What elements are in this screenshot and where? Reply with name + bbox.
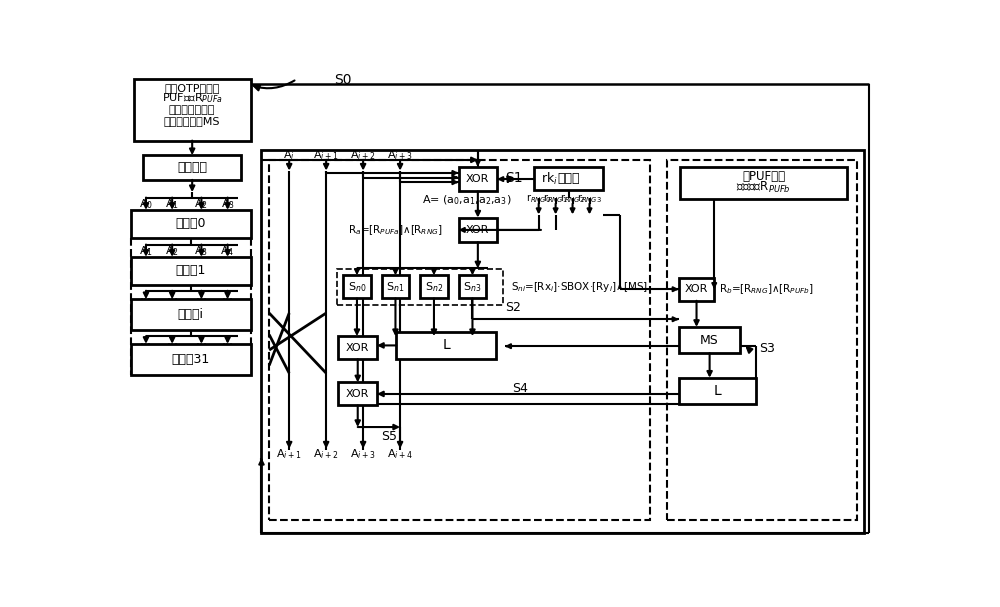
Bar (338, 336, 377, 359)
Text: 产生响应R$_{PUFb}$: 产生响应R$_{PUFb}$ (736, 180, 791, 195)
Bar (343, 276, 371, 299)
Text: rk$_i$: rk$_i$ (541, 171, 558, 187)
Text: ...: ... (166, 334, 178, 347)
Text: A$_2$: A$_2$ (165, 244, 179, 257)
Bar (131, 344, 251, 375)
Bar (459, 167, 497, 191)
Bar (679, 277, 714, 300)
Text: A$_0$: A$_0$ (139, 197, 153, 211)
Text: XOR: XOR (346, 343, 369, 353)
Text: 轮变换31: 轮变换31 (172, 353, 210, 366)
Text: A= (a$_0$,a$_1$,a$_2$,a$_3$): A= (a$_0$,a$_1$,a$_2$,a$_3$) (422, 194, 511, 208)
Text: A$_i$: A$_i$ (283, 148, 295, 162)
Text: R$_a$=[R$_{PUFa}$]$\wedge$[R$_{RNG}$]: R$_a$=[R$_{PUFa}$]$\wedge$[R$_{RNG}$] (348, 223, 443, 237)
Bar (679, 378, 756, 404)
Bar (337, 269, 503, 305)
Text: A$_4$: A$_4$ (220, 244, 235, 257)
Bar (679, 327, 740, 353)
Text: r$_{RNG0}$: r$_{RNG0}$ (526, 192, 551, 205)
Text: S1: S1 (505, 171, 523, 185)
Text: S$_{n1}$: S$_{n1}$ (386, 280, 405, 294)
Text: ...: ... (140, 334, 152, 347)
Text: A$_3$: A$_3$ (194, 244, 208, 257)
Text: r$_{RNG3}$: r$_{RNG3}$ (577, 192, 602, 205)
Bar (459, 217, 497, 242)
Text: 轮变换1: 轮变换1 (175, 264, 206, 277)
Text: S3: S3 (759, 342, 775, 355)
Bar (534, 167, 603, 190)
Bar (666, 160, 857, 520)
Text: A$_1$: A$_1$ (165, 197, 179, 211)
Bar (131, 299, 251, 330)
Text: S2: S2 (505, 301, 521, 314)
Bar (131, 257, 251, 285)
Text: ...: ... (166, 289, 178, 302)
Text: ...: ... (222, 334, 234, 347)
Text: ...: ... (222, 289, 234, 302)
Text: S0: S0 (334, 73, 351, 87)
Text: 随机数: 随机数 (557, 172, 580, 185)
Text: XOR: XOR (685, 284, 708, 294)
Text: PUF响应R$_{PUFa}$: PUF响应R$_{PUFa}$ (162, 91, 223, 105)
Text: XOR: XOR (466, 225, 490, 235)
Text: S4: S4 (512, 382, 528, 395)
Text: A$_2$: A$_2$ (194, 197, 208, 211)
Text: ...: ... (140, 289, 152, 302)
Text: r$_{RNG2}$: r$_{RNG2}$ (560, 192, 585, 205)
Text: A$_1$: A$_1$ (139, 244, 153, 257)
Bar (143, 155, 241, 180)
Bar (134, 79, 251, 141)
Text: ...: ... (195, 334, 207, 347)
Text: L: L (442, 339, 450, 353)
Text: MS: MS (700, 333, 719, 347)
Bar (261, 150, 864, 532)
Text: 输入数据: 输入数据 (177, 161, 207, 174)
Bar (382, 276, 409, 299)
Text: A$_{i+2}$: A$_{i+2}$ (313, 447, 339, 461)
Bar (269, 160, 650, 520)
Bar (396, 331, 496, 359)
Text: ...: ... (195, 289, 207, 302)
Text: A$_{i+3}$: A$_{i+3}$ (350, 447, 376, 461)
Text: 生器产生矩阵MS: 生器产生矩阵MS (164, 115, 220, 126)
Text: S$_{n2}$: S$_{n2}$ (425, 280, 443, 294)
Bar (680, 167, 847, 199)
Text: 并使用随机数产: 并使用随机数产 (169, 105, 215, 115)
Bar (420, 276, 448, 299)
Text: XOR: XOR (346, 389, 369, 399)
Text: A$_3$: A$_3$ (221, 197, 235, 211)
Text: A$_{i+1}$: A$_{i+1}$ (276, 447, 302, 461)
Text: R$_b$=[R$_{RNG}$]$\wedge$[R$_{PUFb}$]: R$_b$=[R$_{RNG}$]$\wedge$[R$_{PUFb}$] (719, 282, 814, 296)
Text: A$_{i+4}$: A$_{i+4}$ (387, 447, 413, 461)
Text: 读取OTP存储的: 读取OTP存储的 (164, 83, 220, 93)
Text: 轮变换i: 轮变换i (178, 308, 204, 321)
Text: A$_{i+1}$: A$_{i+1}$ (313, 148, 339, 162)
Text: S$_{ni}$=[Rx$_i$]·SBOX·[Ry$_i$]$\wedge$[MS]: S$_{ni}$=[Rx$_i$]·SBOX·[Ry$_i$]$\wedge$[… (511, 280, 648, 294)
Bar (459, 276, 486, 299)
Text: S5: S5 (382, 430, 398, 443)
Bar (131, 210, 251, 237)
Text: L: L (713, 384, 721, 398)
Text: S$_{n3}$: S$_{n3}$ (463, 280, 482, 294)
Text: r$_{RNG1}$: r$_{RNG1}$ (543, 192, 568, 205)
Text: A$_{i+2}$: A$_{i+2}$ (350, 148, 376, 162)
Text: S$_{n0}$: S$_{n0}$ (348, 280, 366, 294)
Text: XOR: XOR (466, 174, 490, 184)
Text: 对PUF激励: 对PUF激励 (742, 171, 785, 183)
Text: A$_{i+3}$: A$_{i+3}$ (387, 148, 413, 162)
Text: 轮变换0: 轮变换0 (175, 217, 206, 230)
Bar (338, 382, 377, 405)
